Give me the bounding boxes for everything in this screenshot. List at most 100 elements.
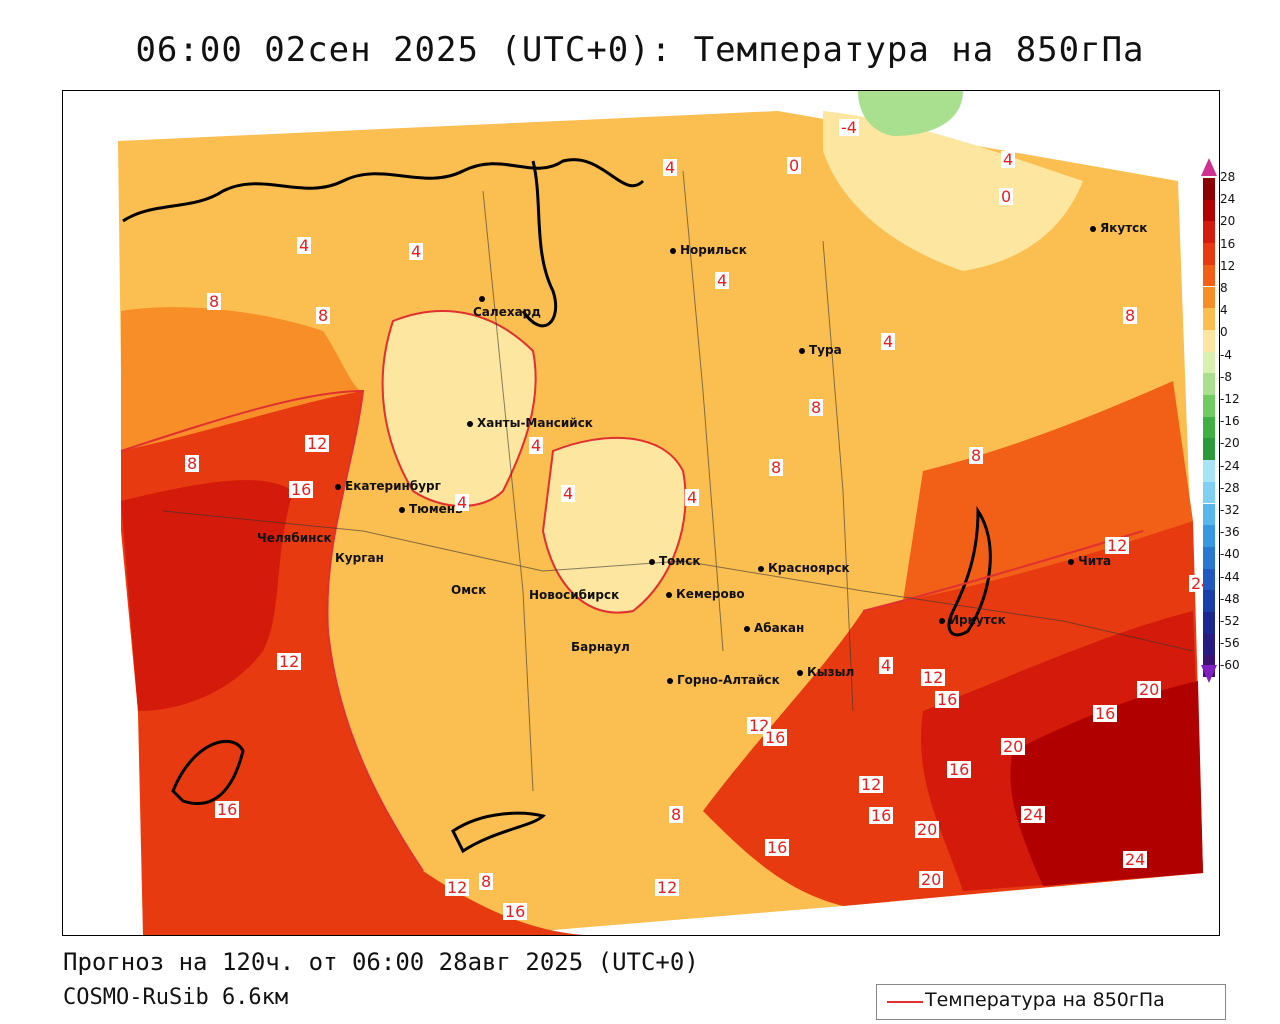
legend-line-swatch	[887, 1001, 923, 1003]
city-marker-icon	[1068, 558, 1074, 565]
colorbar-tick-label: -52	[1220, 614, 1240, 628]
city-tura: Тура	[799, 343, 842, 357]
colorbar-segment	[1203, 460, 1215, 482]
colorbar-segment	[1203, 221, 1215, 244]
isotherm-label: 16	[935, 690, 960, 709]
isotherm-label: 4	[879, 656, 894, 675]
city-yakutsk: Якутск	[1090, 221, 1147, 235]
colorbar-segment	[1203, 503, 1215, 526]
isotherm-label: -4	[839, 118, 859, 137]
colorbar-segment	[1203, 286, 1215, 309]
colorbar-segment	[1203, 178, 1215, 200]
isotherm-tomsk	[541, 436, 687, 614]
isotherm-label: 20	[1001, 737, 1026, 756]
colorbar-segment	[1203, 546, 1215, 569]
colorbar-segment	[1203, 243, 1215, 265]
isotherm-label: 8	[316, 306, 331, 325]
isotherm-label: 4	[685, 488, 700, 507]
isotherm-label: 16	[503, 902, 528, 921]
colorbar-tick-label: 24	[1220, 192, 1236, 207]
cool-region-north	[823, 111, 1083, 271]
city-krasnoyarsk: Красноярск	[758, 561, 850, 575]
colorbar-segment	[1203, 351, 1215, 374]
colorbar-tick-label: -4	[1220, 347, 1232, 362]
isotherm-label: 20	[915, 820, 940, 839]
isotherm-12-east	[862, 530, 1144, 612]
colorbar-top-arrow	[1201, 158, 1217, 176]
city-kemerovo: Кемерово	[666, 587, 745, 601]
isotherm-label: 16	[869, 806, 894, 825]
legend: Температура на 850гПа	[876, 984, 1226, 1020]
colorbar-segment	[1203, 199, 1215, 222]
isotherm-label: 8	[969, 446, 984, 465]
colorbar-tick-label: -16	[1220, 414, 1240, 429]
colorbar-tick-label: 12	[1220, 258, 1236, 273]
city-kurgan: Курган	[335, 551, 384, 565]
colorbar-segment	[1203, 395, 1215, 417]
isotherm-label: 4	[409, 242, 424, 261]
isotherm-label: 20	[919, 870, 944, 889]
city-marker-icon	[797, 669, 803, 676]
city-omsk: Омск	[451, 583, 487, 597]
city-kyzyl: Кызыл	[797, 665, 854, 679]
forecast-info: Прогноз на 120ч. от 06:00 28авг 2025 (UT…	[63, 948, 699, 976]
lake-balkhash	[451, 811, 546, 854]
isotherm-label: 8	[207, 292, 222, 311]
temperature-map[interactable]: Норильск Якутск Салехард Тура Ханты-Манс…	[62, 90, 1220, 936]
city-marker-icon	[670, 247, 676, 254]
isotherm-label: 16	[1093, 704, 1118, 723]
city-tomsk: Томск	[649, 554, 701, 568]
isotherm-label: 12	[859, 775, 884, 794]
city-gorno-altaysk: Горно-Алтайск	[667, 673, 780, 687]
city-yekaterinburg: Екатеринбург	[335, 479, 441, 493]
colorbar-segment	[1203, 264, 1215, 287]
colorbar-segment	[1203, 612, 1215, 634]
isotherm-label: 4	[297, 236, 312, 255]
colorbar-tick-label: -24	[1220, 458, 1240, 473]
colorbar-segment	[1203, 481, 1215, 504]
admin-boundaries	[162, 170, 1194, 792]
colorbar-tick-label: 16	[1220, 236, 1236, 251]
city-marker-icon	[799, 347, 805, 354]
city-tyumen: Тюмень	[399, 502, 463, 516]
colorbar-tick-label: 8	[1220, 281, 1228, 295]
city-marker-icon	[1090, 225, 1096, 232]
isotherm-label: 8	[479, 872, 494, 891]
city-marker-icon	[939, 617, 945, 624]
isotherm-label: 4	[881, 332, 896, 351]
city-marker-icon	[467, 420, 473, 427]
colorbar-tick-label: 20	[1220, 214, 1236, 229]
colorbar-tick-label: 4	[1220, 303, 1228, 318]
isotherm-label: 24	[1021, 805, 1046, 824]
isotherm-label: 16	[289, 480, 314, 499]
coastline-yamal	[521, 160, 558, 328]
colorbar-tick-label: -48	[1220, 591, 1240, 606]
colorbar-tick-label: -12	[1220, 392, 1240, 406]
city-khanty-mansiysk: Ханты-Мансийск	[467, 416, 593, 430]
colorbar-bottom-arrow	[1201, 665, 1217, 683]
colorbar-tick-label: -44	[1220, 569, 1240, 584]
green-region-arctic	[858, 91, 963, 136]
colorbar-tick-label: -20	[1220, 436, 1240, 451]
isotherm-label: 24	[1123, 850, 1148, 869]
isotherm-label: 12	[277, 652, 302, 671]
colorbar-segment	[1203, 308, 1215, 330]
isotherm-label: 0	[999, 187, 1014, 206]
city-marker-icon	[399, 506, 405, 513]
colorbar	[1200, 158, 1218, 685]
city-irkutsk: Иркутск	[939, 613, 1006, 627]
colorbar-tick-label: 28	[1220, 170, 1236, 184]
lake-baikal	[947, 506, 992, 637]
isotherm-label: 8	[669, 805, 684, 824]
isotherm-label: 8	[809, 398, 824, 417]
orange-band-west	[121, 307, 363, 451]
city-marker-icon	[667, 677, 673, 684]
city-marker-icon	[335, 483, 341, 490]
isotherm-label: 12	[655, 878, 680, 897]
isotherm-8-west	[120, 389, 424, 872]
colorbar-tick-label: -36	[1220, 525, 1240, 540]
colorbar-tick-label: -8	[1220, 369, 1232, 384]
lake-west	[171, 740, 245, 806]
colorbar-segment	[1203, 633, 1215, 656]
isotherm-4	[381, 310, 537, 507]
